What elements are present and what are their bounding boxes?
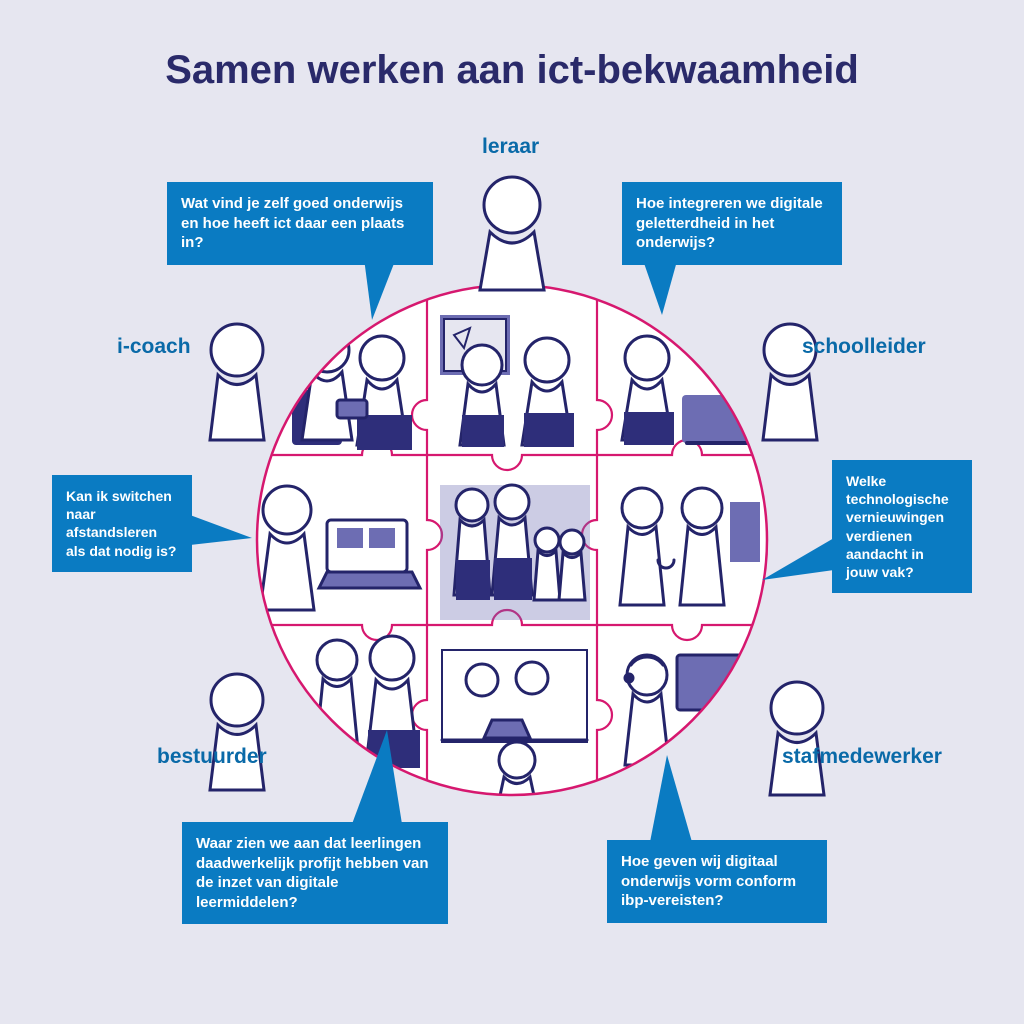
speech-s4: Welke technologische vernieuwingen verdi… xyxy=(832,460,972,593)
role-label-icoach: i-coach xyxy=(117,335,191,359)
speech-s1: Wat vind je zelf goed onderwijs en hoe h… xyxy=(167,182,433,265)
speech-s5: Waar zien we aan dat leerlingen daadwerk… xyxy=(182,822,448,924)
page-title: Samen werken aan ict-bekwaamheid xyxy=(0,48,1024,93)
speech-s6: Hoe geven wij digitaal onderwijs vorm co… xyxy=(607,840,827,923)
role-label-stafmedewerker: stafmedewerker xyxy=(782,745,942,769)
role-label-leraar: leraar xyxy=(482,135,539,159)
diagram-stage: leraar i-coach schoolleider bestuurder s… xyxy=(62,140,962,960)
speech-s2: Hoe integreren we digitale geletterdheid… xyxy=(622,182,842,265)
speech-s3: Kan ik switchen naar afstandsleren als d… xyxy=(52,475,192,572)
role-label-schoolleider: schoolleider xyxy=(802,335,926,359)
role-label-bestuurder: bestuurder xyxy=(157,745,267,769)
